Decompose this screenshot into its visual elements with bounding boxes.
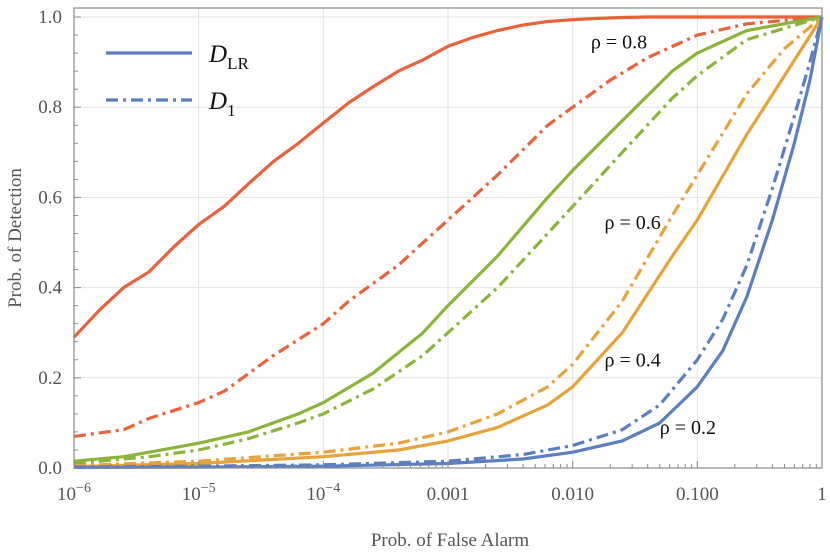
legend-symbol-dlr: D [208, 41, 227, 68]
legend-subscript-dlr: LR [227, 54, 249, 73]
legend: DLR D1 [106, 41, 249, 120]
legend-label-dlr: DLR [208, 41, 249, 73]
y-axis-title: Prob. of Detection [5, 168, 26, 308]
x-tick-label: 10−6 [57, 481, 91, 505]
series-line-rho-02-lr [73, 16, 824, 470]
x-tick-label: 10−4 [306, 481, 340, 505]
rho-label: ρ = 0.8 [591, 32, 647, 54]
legend-label-d1: D1 [208, 88, 236, 120]
y-tick-label: 0.6 [38, 187, 62, 208]
series-lines [72, 15, 824, 470]
x-tick-label: 10−5 [182, 481, 216, 505]
rho-label: ρ = 0.4 [604, 350, 660, 372]
rho-label: ρ = 0.6 [604, 212, 660, 234]
legend-subscript-d1: 1 [227, 101, 236, 120]
x-tick-label: 0.001 [427, 484, 470, 505]
rho-label: ρ = 0.2 [660, 417, 716, 439]
axis-ticks: 10−6 10−5 10−4 0.001 0.010 0.100 1 0.0 0.2 0.4 0.6… [38, 7, 827, 505]
series-line-rho-06-1 [73, 15, 823, 466]
x-axis-title: Prob. of False Alarm [371, 530, 530, 551]
y-tick-label: 0.0 [38, 458, 62, 479]
y-tick-label: 0.4 [38, 278, 62, 299]
rho-annotations: ρ = 0.8 ρ = 0.6 ρ = 0.4 ρ = 0.2 [591, 32, 716, 440]
y-tick-label: 0.2 [38, 368, 62, 389]
x-tick-label: 1 [817, 484, 827, 505]
series-line-rho-08-lr [72, 15, 822, 339]
y-tick-label: 1.0 [38, 7, 62, 28]
y-tick-label: 0.8 [38, 97, 62, 118]
x-tick-label: 0.010 [551, 484, 594, 505]
series-line-rho-04-lr [73, 16, 824, 469]
series-line-rho-02-1 [73, 16, 824, 469]
series-line-rho-04-1 [73, 15, 824, 468]
series-line-rho-08-1 [73, 15, 823, 438]
legend-symbol-d1: D [208, 88, 227, 115]
series-line-rho-06-lr [73, 15, 823, 463]
x-tick-label: 0.100 [676, 484, 719, 505]
